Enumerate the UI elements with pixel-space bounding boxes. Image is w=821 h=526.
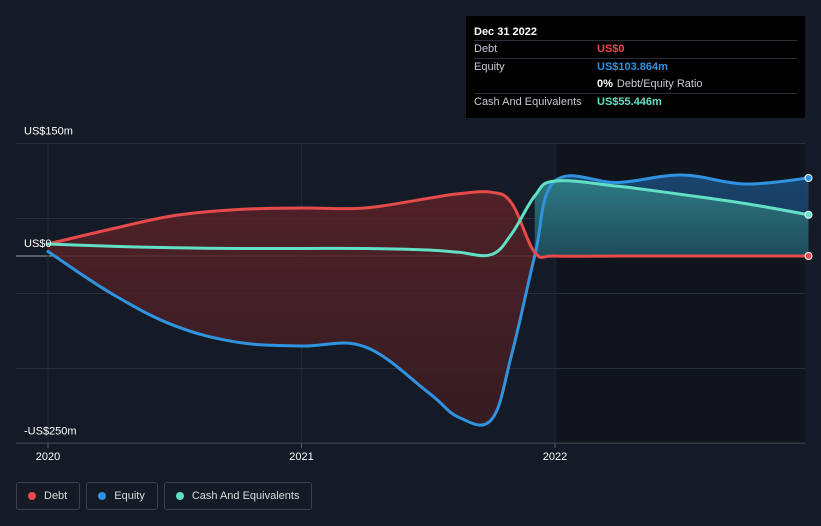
chart-area: US$150m US$0 -US$250m 2020 2021 2022 [16,126,813,463]
tooltip-value: US$0 [597,43,625,55]
y-tick-label: -US$250m [24,426,77,438]
legend-label: Cash And Equivalents [191,490,300,502]
series-end-marker [804,252,813,260]
tooltip-row-equity: Equity US$103.864m [474,58,797,76]
debt-line [46,190,810,259]
x-tick-label: 2021 [289,451,313,463]
tooltip-label [474,76,597,93]
series-lines [46,173,810,427]
tooltip-value: 0% [597,78,613,90]
tooltip-value: US$55.446m [597,96,662,108]
y-tick-label: US$0 [24,238,52,250]
cash-line [46,179,810,258]
legend-item-equity[interactable]: Equity [86,482,158,510]
y-tick-label: US$150m [24,126,73,138]
series-end-marker [804,210,813,219]
legend-label: Debt [44,490,68,502]
axis-ticks: US$150m US$0 -US$250m 2020 2021 2022 [16,126,805,463]
legend-dot-icon [28,492,36,500]
series-end-marker [804,174,813,182]
legend-label: Equity [114,490,145,502]
cash-area [534,180,809,256]
tooltip-ratio-label: Debt/Equity Ratio [616,78,703,90]
tooltip-row-ratio: 0% Debt/Equity Ratio [474,76,797,93]
legend-item-cash[interactable]: Cash And Equivalents [163,482,313,510]
x-tick-label: 2022 [543,451,567,463]
legend-dot-icon [175,492,184,500]
legend-dot-icon [98,492,107,500]
tooltip-date: Dec 31 2022 [474,26,537,38]
tooltip-label: Cash And Equivalents [474,96,582,108]
tooltip-label: Debt [474,43,498,55]
x-tick-label: 2020 [36,451,60,463]
tooltip-label: Equity [474,61,505,73]
tooltip-row-cash: Cash And Equivalents US$55.446m [474,93,797,111]
tooltip-value: US$103.864m [597,61,668,73]
series-endpoints [804,174,813,260]
legend-item-debt[interactable]: Debt [16,482,81,510]
legend: Debt Equity Cash And Equivalents [16,482,313,510]
tooltip-panel: Dec 31 2022 Debt US$0 Equity US$103.864m… [466,16,805,118]
equity-line [46,173,810,427]
tooltip-row-debt: Debt US$0 [474,40,797,58]
